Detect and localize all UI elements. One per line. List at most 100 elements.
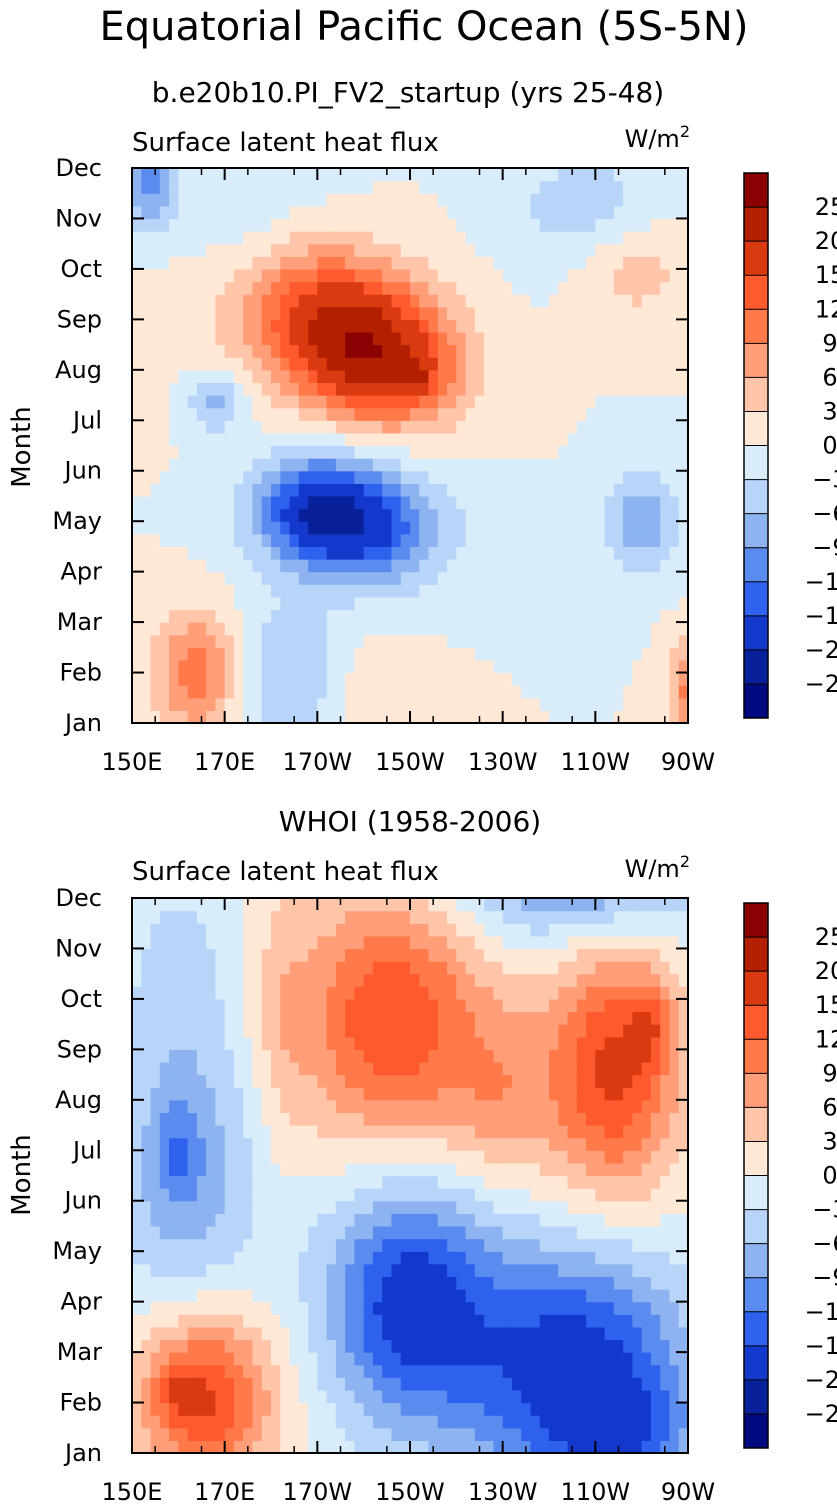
heatmap-cell (335, 596, 346, 611)
heatmap-cell (372, 268, 383, 283)
heatmap-cell (243, 1377, 254, 1391)
heatmap-cell (586, 1352, 596, 1366)
heatmap-cell (586, 1087, 596, 1101)
heatmap-cell (252, 1225, 263, 1240)
heatmap-cell (178, 622, 189, 636)
heatmap-cell (604, 1150, 615, 1164)
heatmap-cell (391, 357, 402, 371)
heatmap-cell (623, 1099, 633, 1114)
colorbar-swatch (744, 547, 768, 583)
heatmap-cell (178, 1200, 189, 1214)
heatmap-cell (576, 1427, 587, 1441)
heatmap-cell (465, 685, 476, 699)
heatmap-cell (678, 559, 689, 573)
heatmap-cell (280, 1162, 291, 1177)
heatmap-cell (308, 1137, 318, 1151)
heatmap-cell (400, 533, 411, 548)
heatmap-cell (178, 407, 189, 421)
heatmap-cell (391, 1036, 402, 1050)
heatmap-cell (586, 1314, 596, 1328)
heatmap-cell (261, 470, 272, 484)
heatmap-cell (678, 1314, 689, 1328)
heatmap-cell (233, 1024, 244, 1038)
heatmap-cell (215, 521, 226, 535)
heatmap-cell (289, 1074, 300, 1088)
heatmap-cell (400, 193, 411, 207)
heatmap-cell (233, 622, 244, 636)
heatmap-cell (410, 1289, 420, 1303)
heatmap-cell (530, 1364, 541, 1378)
heatmap-cell (465, 1175, 476, 1189)
heatmap-cell (271, 1364, 281, 1378)
heatmap-cell (613, 331, 624, 346)
heatmap-cell (224, 1251, 235, 1265)
heatmap-cell (289, 1150, 300, 1164)
heatmap-cell (252, 445, 263, 459)
y-tick-label-jan: Jan (63, 709, 102, 737)
heatmap-cell (641, 1112, 652, 1126)
heatmap-cell (372, 1175, 383, 1189)
heatmap-cell (669, 369, 680, 384)
heatmap-cell (493, 445, 504, 459)
heatmap-cell (465, 672, 476, 686)
heatmap-cell (363, 294, 374, 308)
heatmap-cell (613, 344, 624, 358)
heatmap-cell (660, 622, 671, 636)
heatmap-cell (169, 205, 179, 220)
heatmap-cell (150, 609, 161, 623)
heatmap-cell (215, 1251, 226, 1265)
heatmap-cell (502, 331, 513, 346)
heatmap-cell (252, 1112, 263, 1126)
heatmap-cell (650, 659, 661, 674)
heatmap-cell (159, 1099, 170, 1114)
heatmap-cell (178, 986, 189, 1000)
heatmap-cell (206, 268, 216, 283)
heatmap-cell (196, 622, 207, 636)
heatmap-cell (382, 1238, 393, 1252)
heatmap-cell (558, 1276, 569, 1290)
heatmap-cell (298, 268, 309, 283)
heatmap-cell (669, 1251, 680, 1265)
heatmap-cell (363, 369, 374, 384)
heatmap-cell (567, 1061, 578, 1076)
heatmap-cell (271, 1125, 281, 1139)
heatmap-cell (410, 294, 420, 308)
heatmap-cell (141, 998, 152, 1013)
heatmap-cell (465, 1150, 476, 1164)
heatmap-cell (456, 710, 467, 724)
heatmap-cell (206, 571, 216, 585)
heatmap-cell (280, 1301, 291, 1315)
heatmap-cell (206, 609, 216, 623)
heatmap-cell (215, 331, 226, 346)
heatmap-cell (576, 1415, 587, 1429)
heatmap-cell (632, 281, 643, 295)
heatmap-cell (511, 1377, 522, 1391)
heatmap-cell (567, 231, 578, 245)
heatmap-cell (132, 1125, 142, 1139)
heatmap-cell (586, 331, 596, 346)
heatmap-cell (595, 382, 606, 396)
panel-title-whoi: WHOI (1958-2006) (279, 805, 541, 838)
colorbar-label: 3 (822, 397, 837, 425)
heatmap-cell (549, 1074, 559, 1088)
heatmap-cell (428, 231, 439, 245)
heatmap-cell (252, 1415, 263, 1429)
heatmap-cell (178, 596, 189, 611)
heatmap-cell (493, 986, 504, 1000)
panel-model: b.e20b10.PI_FV2_startup (yrs 25-48) Surf… (7, 76, 837, 776)
heatmap-cell (567, 256, 578, 270)
heatmap-cell (317, 1352, 328, 1366)
heatmap-cell (298, 445, 309, 459)
heatmap-cell (660, 256, 671, 270)
heatmap-cell (159, 331, 170, 346)
heatmap-cell (400, 559, 411, 573)
heatmap-cell (474, 395, 485, 409)
heatmap-cell (586, 1200, 596, 1214)
heatmap-cell (604, 647, 615, 661)
heatmap-cell (150, 1200, 161, 1214)
heatmap-cell (586, 1188, 596, 1202)
heatmap-cell (604, 1389, 615, 1404)
heatmap-cell (613, 1112, 624, 1126)
heatmap-cell (289, 546, 300, 560)
heatmap-cell (576, 1137, 587, 1151)
